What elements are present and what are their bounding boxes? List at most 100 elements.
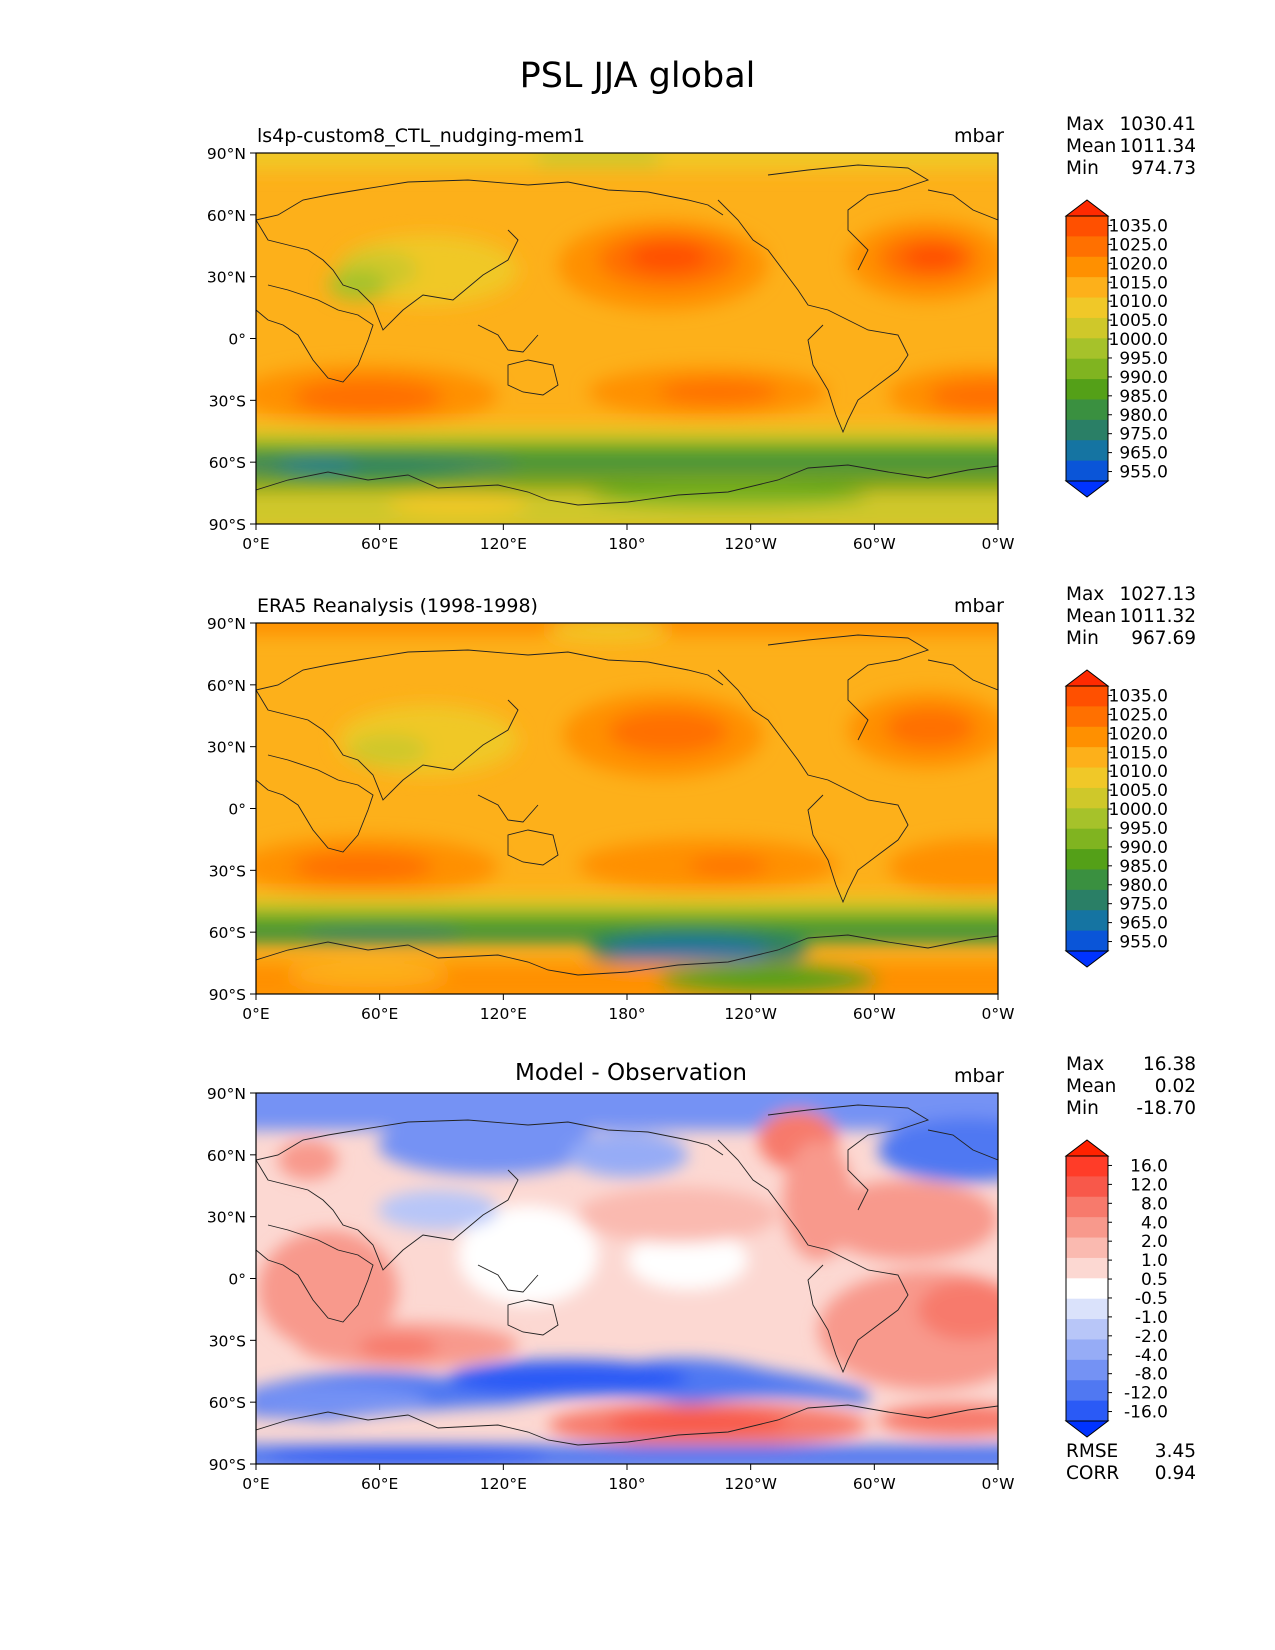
lat-tick-label: 0° [228,331,246,349]
lat-tick-label: 60°N [208,677,246,695]
colorbar-label: 965.0 [1119,914,1168,934]
stats-box: Max 16.38 Mean 0.02 Min -18.70 [1066,1054,1196,1120]
colorbar-bin [1066,1400,1108,1422]
colorbar-bin [1066,1176,1108,1198]
colorbar-label: 12.0 [1130,1175,1168,1195]
lon-tick-label: 180° [608,1005,645,1023]
map-plot: 90°N 60°N 30°N 0° 30°S 60°S 90°S 0°E 60°E 120°E 1… [208,1085,1014,1493]
colorbar-bin [1066,828,1108,850]
colorbar-label: 1020.0 [1109,254,1168,274]
colorbar-bin [1066,1156,1108,1177]
colorbar-label: 1010.0 [1109,292,1168,312]
colorbar-extend-max [1064,669,1110,687]
colorbar-bin [1066,1217,1108,1239]
colorbar-label: 965.0 [1119,444,1168,464]
colorbar-bin [1066,440,1108,462]
panel-difference: Model - Observation mbar [0,1054,1275,1530]
stat-max-label: Max [1066,1054,1105,1075]
lat-tick-label: 60°N [208,207,246,225]
colorbar-label: 975.0 [1119,895,1168,915]
colorbar-bin [1066,216,1108,237]
colorbar-label: 1035.0 [1109,216,1168,236]
colorbar-bin [1066,1359,1108,1381]
lon-tick-label: 60°W [853,535,896,553]
stat-min-label: Min [1066,158,1099,179]
colorbar-outline [1065,1155,1109,1422]
metric-corr: 0.94 [1154,1463,1196,1484]
stat-max-label: Max [1066,114,1105,135]
colorbar-bin [1066,1319,1108,1340]
panel-units: mbar [953,595,1004,617]
stat-min-label: Min [1066,1098,1099,1119]
lon-tick-label: 120°W [724,1005,777,1023]
panel-model: ls4p-custom8_CTL_nudging-mem1 mbar [0,114,1275,590]
colorbar-label: -1.0 [1135,1308,1168,1328]
lon-tick-label: 60°W [853,1005,896,1023]
lat-tick-label: 60°S [209,454,246,472]
panel-title: ls4p-custom8_CTL_nudging-mem1 [257,125,585,147]
colorbar-label: -0.5 [1135,1289,1168,1309]
lat-tick-label: 30°S [209,1332,246,1350]
lon-tick-label: 180° [608,1475,645,1493]
stat-mean-label: Mean [1066,136,1117,157]
colorbar-label: 985.0 [1119,857,1168,877]
colorbar-bin [1066,358,1108,380]
stats-box: Max 1027.13 Mean 1011.32 Min 967.69 [1066,584,1196,650]
colorbar-bin [1066,317,1108,339]
colorbar-label: 1000.0 [1109,800,1168,820]
lon-tick-label: 180° [608,535,645,553]
colorbar-bin [1066,726,1108,748]
colorbar-label: 1025.0 [1109,705,1168,725]
colorbar-label: 980.0 [1119,406,1168,426]
colorbar-bin [1066,1380,1108,1402]
colorbar-bin [1066,419,1108,441]
lon-tick-label: 0°E [242,1475,269,1493]
colorbar-bin [1066,910,1108,932]
colorbar-label: 995.0 [1119,349,1168,369]
colorbar-extend-min [1064,950,1110,968]
colorbar-label: 1015.0 [1109,273,1168,293]
stat-mean-label: Mean [1066,606,1117,627]
colorbar-bin [1066,747,1108,769]
lon-tick-label: 60°E [361,535,398,553]
colorbar-bin [1066,808,1108,830]
colorbar: 1035.01025.01020.01015.01010.01005.01000… [1064,669,1168,968]
colorbar-bin [1066,338,1108,360]
colorbar-bin [1066,256,1108,278]
colorbar-label: -2.0 [1135,1327,1168,1347]
colorbar-bin [1066,1298,1108,1320]
lat-tick-label: 90°S [209,986,246,1004]
lon-tick-label: 0°W [982,535,1015,553]
colorbar-label: -4.0 [1135,1346,1168,1366]
diff-field [256,1093,998,1464]
panel-units: mbar [953,1065,1004,1087]
colorbar-label: 1020.0 [1109,724,1168,744]
colorbar-label: 975.0 [1119,425,1168,445]
lon-tick-label: 120°W [724,535,777,553]
colorbar-extend-max [1064,199,1110,217]
lon-tick-label: 0°E [242,1005,269,1023]
colorbar-bin [1066,1237,1108,1259]
lon-axis: 0°E 60°E 120°E 180° 120°W 60°W 0°W [242,994,1014,1023]
colorbar-label: 1010.0 [1109,762,1168,782]
colorbar-bin [1066,706,1108,728]
colorbar-label: 985.0 [1119,387,1168,407]
stat-min: 974.73 [1131,158,1196,179]
lat-tick-label: 0° [228,1271,246,1289]
coastlines [256,634,998,976]
colorbar-label: 980.0 [1119,876,1168,896]
colorbar-bin [1066,460,1108,482]
lon-tick-label: 120°E [480,1005,527,1023]
colorbar-bin [1066,399,1108,421]
figure-title: PSL JJA global [519,56,756,96]
colorbar-outline [1065,685,1109,952]
colorbar-label: 1000.0 [1109,330,1168,350]
metric-corr-label: CORR [1066,1463,1120,1484]
lon-tick-label: 60°E [361,1475,398,1493]
colorbar-label: 1005.0 [1109,311,1168,331]
stat-max: 1027.13 [1119,584,1196,605]
stat-mean: 0.02 [1154,1076,1196,1097]
lat-tick-label: 90°S [209,516,246,534]
lon-tick-label: 0°E [242,535,269,553]
map-plot: 90°N 60°N 30°N 0° 30°S 60°S 90°S 0°E 60°E 120°E 1… [208,145,1015,553]
